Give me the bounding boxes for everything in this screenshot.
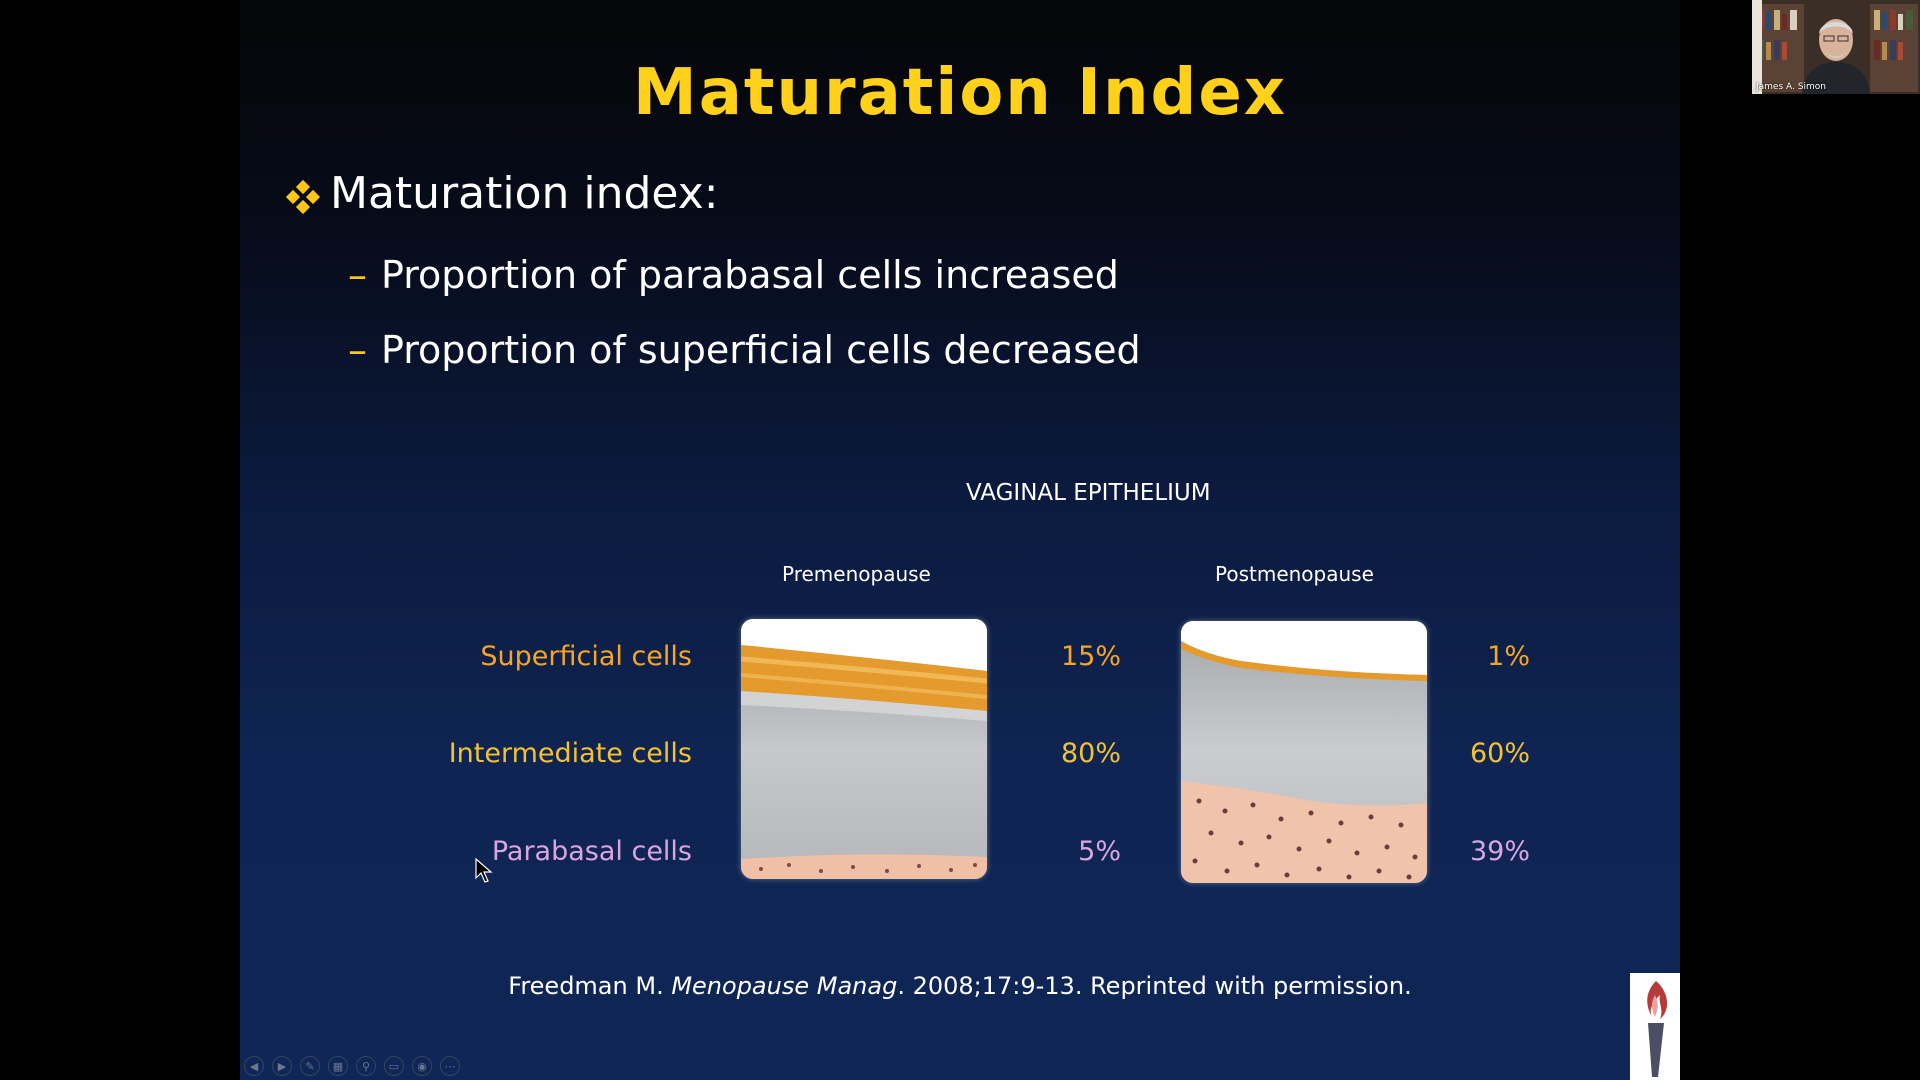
citation-rest: . 2008;17:9-13. Reprinted with permissio… — [897, 972, 1412, 1000]
column-postmenopause: Postmenopause — [1215, 562, 1374, 586]
subtitles-icon[interactable]: ▭ — [384, 1056, 404, 1076]
dash-marker: – — [348, 253, 367, 297]
main-bullet-text: Maturation index: — [330, 168, 719, 219]
pct-post-superficial: 1% — [1487, 641, 1530, 672]
pct-pre-intermediate: 80% — [1060, 738, 1121, 769]
dash-marker: – — [348, 328, 367, 372]
more-icon[interactable]: ⋯ — [440, 1056, 460, 1076]
participant-video[interactable]: James A. Simon — [1752, 0, 1920, 94]
figure-heading: VAGINAL EPITHELIUM — [966, 480, 1211, 506]
row-label-superficial: Superficial cells — [480, 641, 692, 672]
citation-author: Freedman M. — [508, 972, 672, 1000]
premenopause-epithelium-illustration — [741, 619, 987, 879]
mouse-cursor-icon — [475, 858, 493, 883]
pct-post-parabasal: 39% — [1469, 836, 1530, 867]
camera-icon[interactable]: ◉ — [412, 1056, 432, 1076]
slide: Maturation Index Maturation index: – Prop… — [240, 0, 1680, 1080]
sub-bullet-text: Proportion of superficial cells decrease… — [381, 328, 1141, 372]
row-label-parabasal: Parabasal cells — [491, 836, 692, 867]
pct-pre-superficial: 15% — [1060, 641, 1121, 672]
sub-bullet-text: Proportion of parabasal cells increased — [381, 253, 1119, 297]
citation: Freedman M. Menopause Manag. 2008;17:9-1… — [240, 972, 1680, 1000]
presentation-toolbar: ◀ ▶ ✎ ▦ ⚲ ▭ ◉ ⋯ — [244, 1056, 460, 1076]
next-icon[interactable]: ▶ — [272, 1056, 292, 1076]
slides-icon[interactable]: ▦ — [328, 1056, 348, 1076]
zoom-icon[interactable]: ⚲ — [356, 1056, 376, 1076]
sub-bullet: – Proportion of superficial cells decreas… — [348, 328, 1141, 372]
column-premenopause: Premenopause — [782, 562, 931, 586]
citation-journal: Menopause Manag — [671, 972, 898, 1000]
postmenopause-epithelium-illustration — [1181, 621, 1427, 883]
torch-logo — [1630, 973, 1680, 1080]
pen-icon[interactable]: ✎ — [300, 1056, 320, 1076]
previous-icon[interactable]: ◀ — [244, 1056, 264, 1076]
slide-title: Maturation Index — [633, 56, 1287, 130]
participant-name: James A. Simon — [1756, 82, 1826, 92]
row-label-intermediate: Intermediate cells — [448, 738, 692, 769]
pct-pre-parabasal: 5% — [1078, 836, 1121, 867]
pct-post-intermediate: 60% — [1469, 738, 1530, 769]
sub-bullet: – Proportion of parabasal cells increased — [348, 253, 1119, 297]
diamond-bullet-icon — [285, 179, 321, 215]
